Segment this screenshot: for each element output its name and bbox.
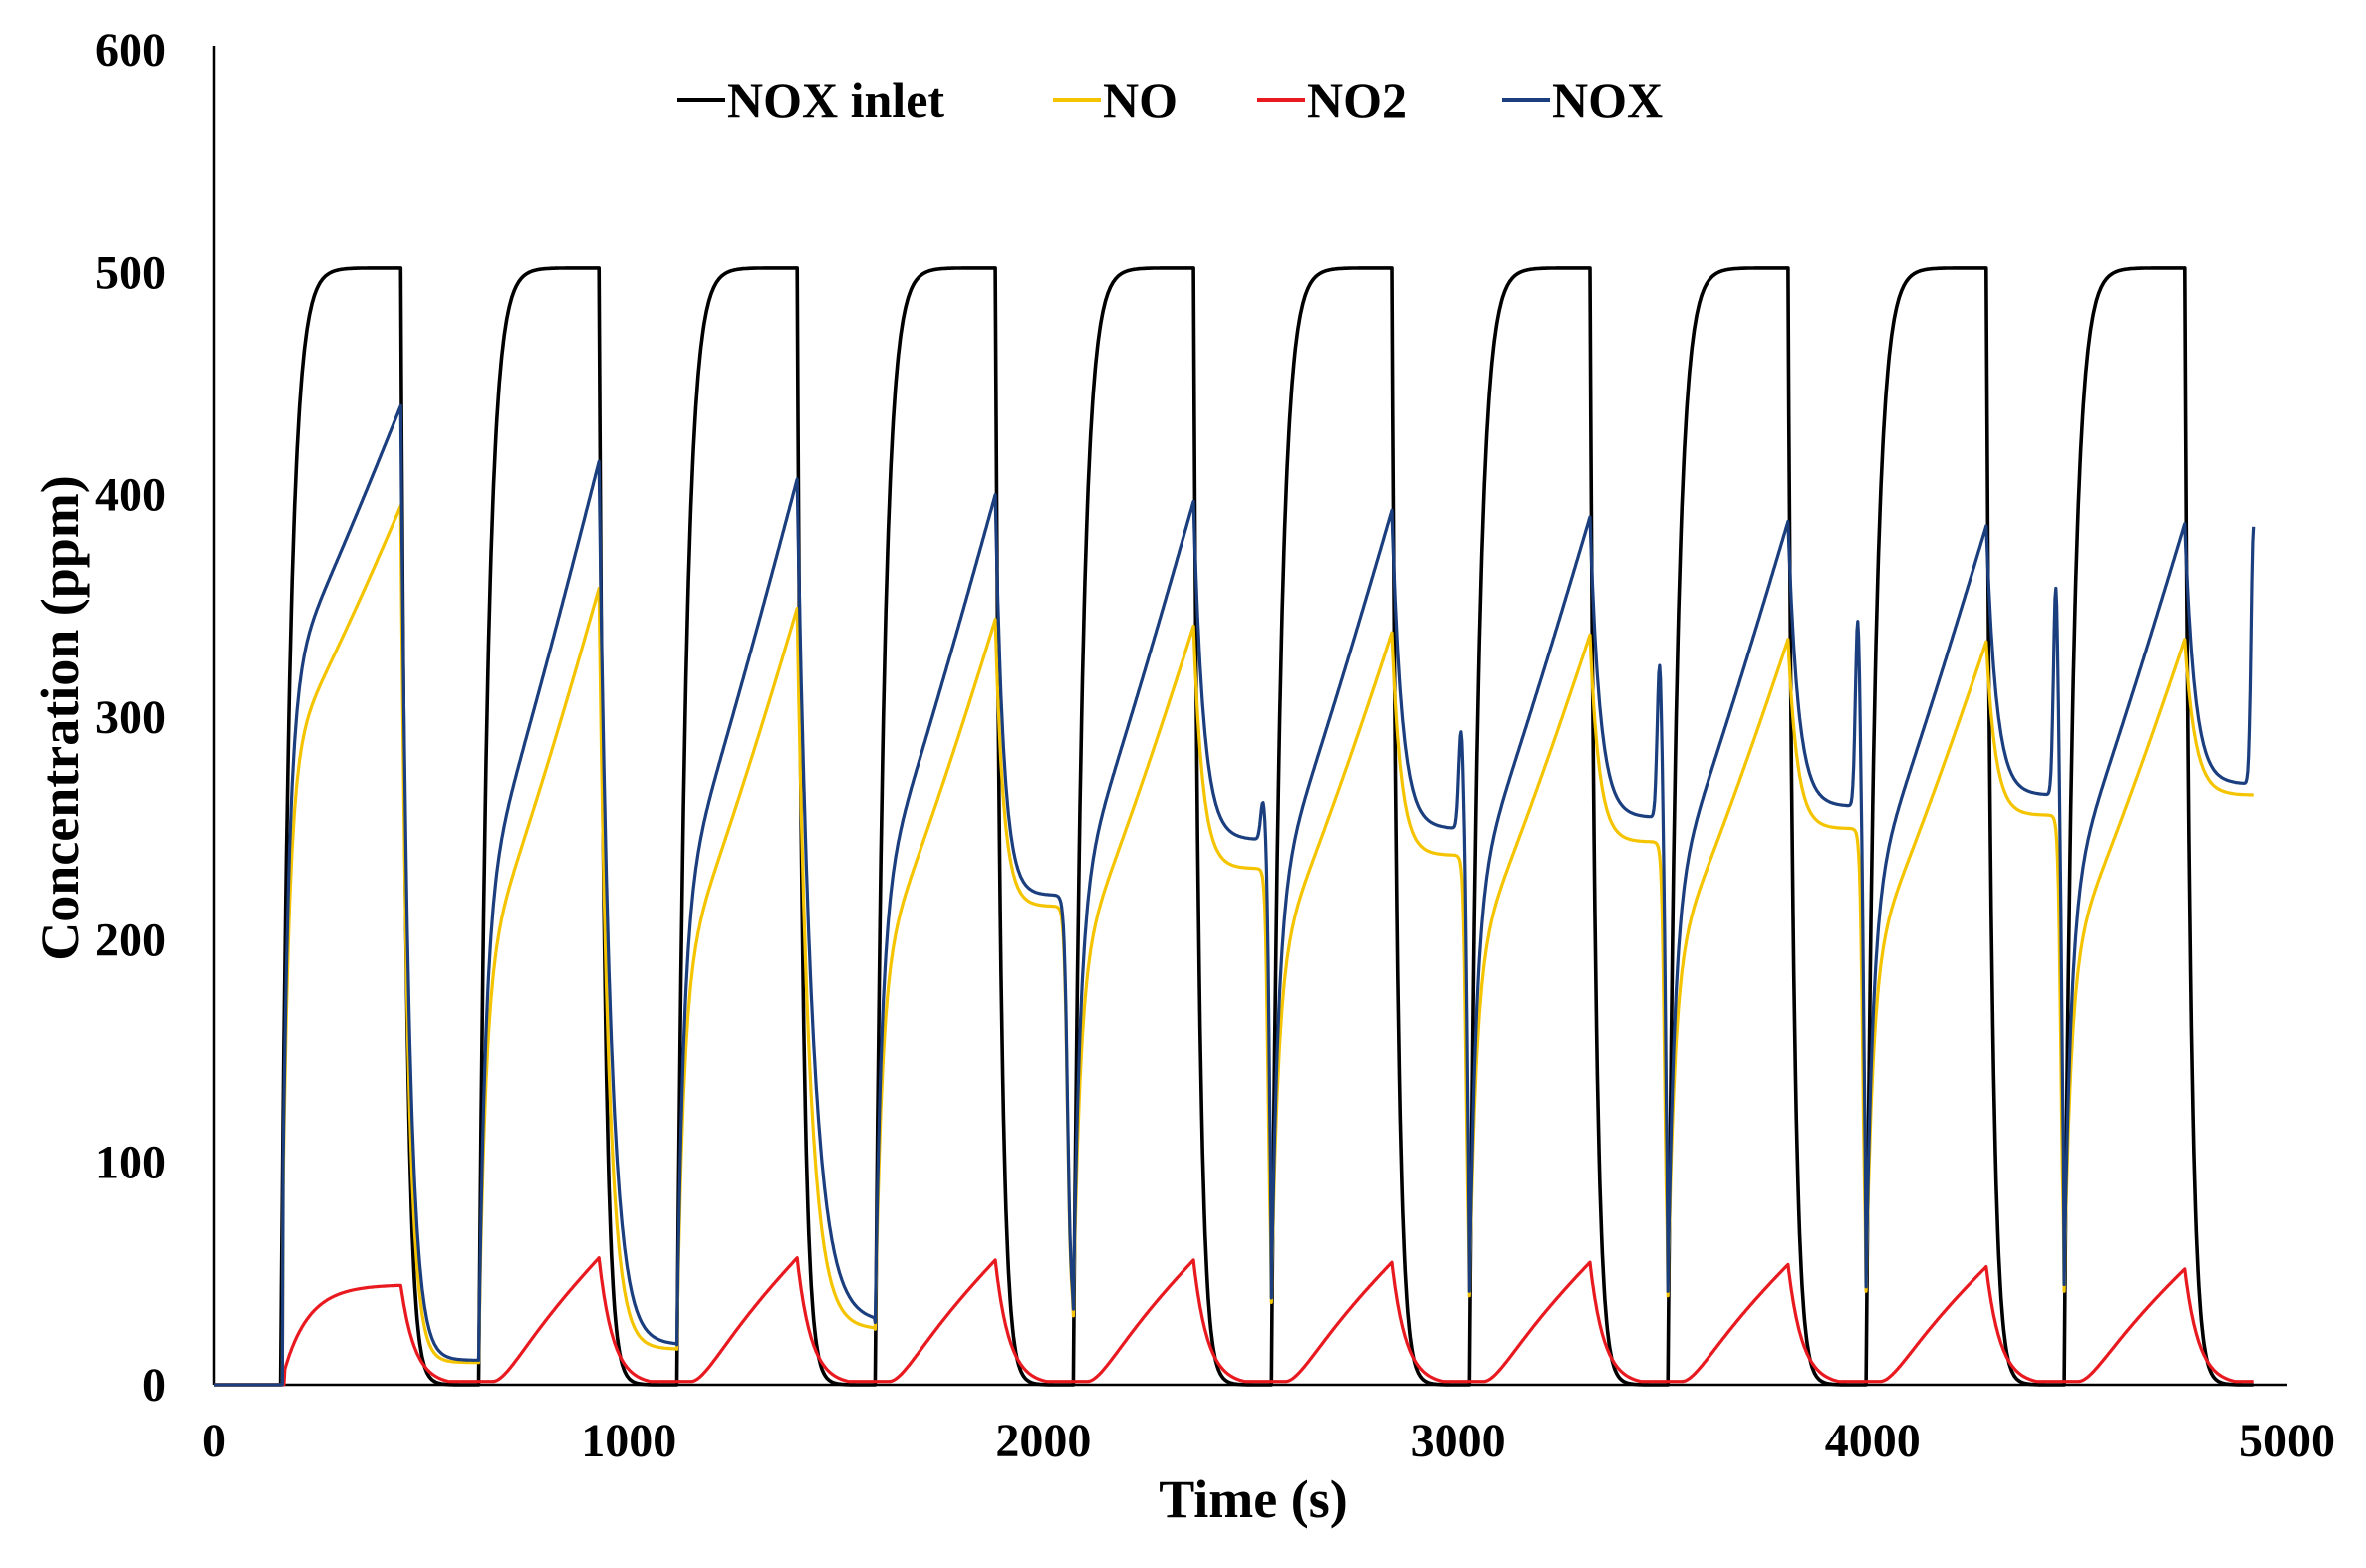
y-tick-label: 400 (95, 469, 166, 522)
series-line-no2 (213, 1256, 2255, 1387)
y-axis-title: Concentration (ppm) (30, 475, 90, 960)
y-tick-label: 500 (95, 246, 166, 299)
y-tick-label: 100 (95, 1137, 166, 1189)
x-tick-label: 4000 (1825, 1415, 1921, 1467)
x-tick-label: 0 (202, 1415, 226, 1467)
legend-item: NO2 (1257, 72, 1407, 128)
y-tick-label: 300 (95, 691, 166, 744)
series-layer (213, 266, 2256, 1387)
legend-item: NOX (1502, 72, 1663, 128)
legend: NOX inlet NO NO2 NOX (677, 72, 1663, 128)
legend-label: NO (1103, 72, 1178, 128)
x-tick-label: 3000 (1411, 1415, 1506, 1467)
legend-item: NOX inlet (677, 72, 944, 128)
legend-item: NO (1053, 72, 1178, 128)
series-line-nox-inlet (213, 266, 2255, 1387)
x-tick-label: 1000 (581, 1415, 676, 1467)
series-line-nox (213, 403, 2256, 1387)
x-tick-label: 2000 (995, 1415, 1091, 1467)
x-tick-label: 5000 (2239, 1415, 2335, 1467)
y-tick-label: 0 (142, 1359, 166, 1412)
legend-label: NOX inlet (727, 72, 944, 128)
legend-label: NO2 (1307, 72, 1407, 128)
series-line-no (213, 504, 2255, 1387)
x-axis-title: Time (s) (1159, 1469, 1347, 1529)
axes: 0 100 200 300 400 500 600 0 1000 2000 3000 4000 5000 (95, 24, 2335, 1467)
y-tick-label: 200 (95, 914, 166, 966)
legend-label: NOX (1552, 72, 1663, 128)
y-tick-label: 600 (95, 24, 166, 77)
